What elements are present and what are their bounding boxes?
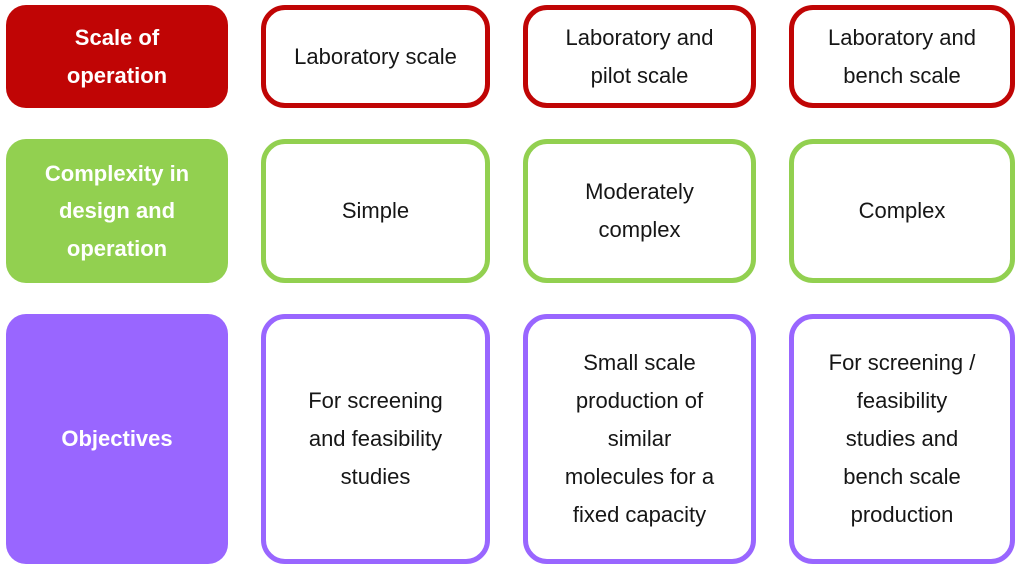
row-label-complexity: Complexity in design and operation	[6, 139, 228, 283]
cell-scale-lab-bench: Laboratory and bench scale	[789, 5, 1015, 108]
cell-complexity-moderately-complex: Moderately complex	[523, 139, 756, 283]
cell-objectives-screening-feasibility: For screening and feasibility studies	[261, 314, 490, 564]
cell-scale-lab-pilot: Laboratory and pilot scale	[523, 5, 756, 108]
cell-objectives-screening-bench-production: For screening / feasibility studies and …	[789, 314, 1015, 564]
cell-complexity-simple: Simple	[261, 139, 490, 283]
cell-complexity-complex: Complex	[789, 139, 1015, 283]
cell-objectives-small-scale-production: Small scale production of similar molecu…	[523, 314, 756, 564]
cell-scale-laboratory: Laboratory scale	[261, 5, 490, 108]
row-label-scale-of-operation: Scale of operation	[6, 5, 228, 108]
row-label-objectives: Objectives	[6, 314, 228, 564]
